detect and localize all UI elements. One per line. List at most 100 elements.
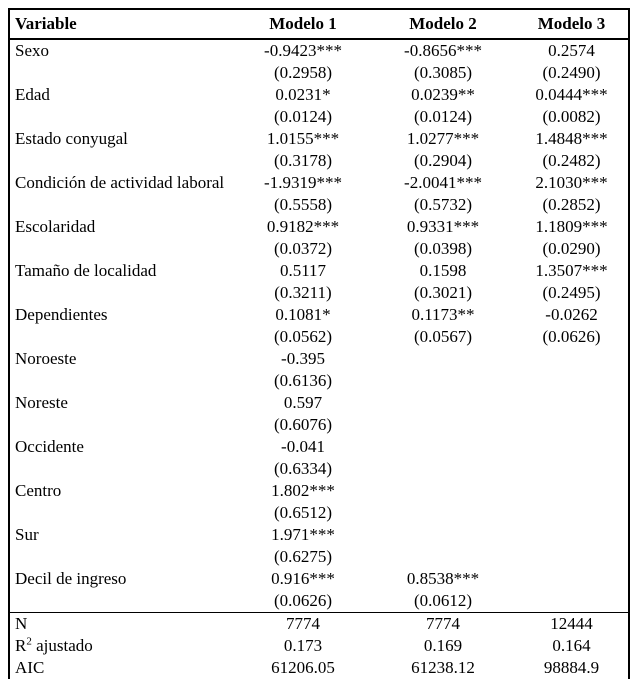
standard-error-value: (0.0562) [273,327,333,346]
coefficient-value: -0.9423*** [264,41,342,60]
stat-label-part: R [15,636,27,655]
variable-label: Noroeste [15,349,77,368]
standard-error-value: (0.0124) [413,107,473,126]
model-2-cell: -0.8656*** (0.3085) [371,39,515,84]
coefficient-value: 0.2574 [548,41,595,60]
stat-label-part: AIC [15,658,45,677]
coefficient-value: -1.9319*** [264,173,342,192]
model-1-cell: 0.5117 (0.3211) [235,260,371,304]
standard-error-value [515,414,628,436]
coefficient-value [515,568,628,590]
stat-value-model-3: 12444 [515,612,629,635]
column-header-variable: Variable [9,9,235,40]
table-row: Occidente -0.041 (0.6334) [9,436,629,480]
stat-value-model-1: 61206.05 [271,658,335,677]
coefficient-value: -0.8656*** [404,41,482,60]
coefficient-value: -2.0041*** [404,173,482,192]
model-3-cell: 1.3507*** (0.2495) [515,260,629,304]
column-header-modelo-2: Modelo 2 [371,9,515,40]
model-2-cell [371,524,515,568]
stat-value-model-1: 0.173 [283,636,323,655]
standard-error-value [515,458,628,480]
model-2-cell: 0.9331*** (0.0398) [371,216,515,260]
coefficient-value: -0.0262 [545,305,598,324]
model-3-cell [515,436,629,480]
standard-error-value: (0.3178) [273,151,333,170]
model-2-cell: 0.1598 (0.3021) [371,260,515,304]
model-1-cell: -1.9319*** (0.5558) [235,172,371,216]
variable-label: Sexo [15,41,49,60]
model-1-cell: 0.0231* (0.0124) [235,84,371,128]
coefficient-value: 0.1081* [275,305,331,324]
model-1-cell: 1.0155*** (0.3178) [235,128,371,172]
standard-error-value: (0.6136) [273,371,333,390]
coefficient-value: 0.0239** [411,85,475,104]
standard-error-value: (0.2904) [413,151,473,170]
model-3-cell [515,524,629,568]
standard-error-value: (0.6334) [273,459,333,478]
model-3-cell: 0.0444*** (0.0082) [515,84,629,128]
variable-label: Occidente [15,437,84,456]
stat-row: AIC 61206.05 61238.12 98884.9 [9,657,629,679]
stat-label: AIC [9,657,235,679]
stat-value-model-2: 7774 [371,612,515,635]
stat-value-model-2: 61238.12 [411,658,475,677]
coefficient-value: 0.1598 [419,261,467,280]
stat-value-model-2: 0.169 [423,636,463,655]
regression-table: Variable Modelo 1 Modelo 2 Modelo 3 Sexo… [8,8,630,679]
model-3-cell [515,480,629,524]
variable-rows: Sexo -0.9423*** (0.2958) -0.8656*** (0.3… [9,39,629,613]
table-row: Centro 1.802*** (0.6512) [9,480,629,524]
table-row: Estado conyugal 1.0155*** (0.3178) 1.027… [9,128,629,172]
model-3-cell: 0.2574 (0.2490) [515,39,629,84]
coefficient-value: 1.4848*** [535,129,608,148]
column-header-modelo-3: Modelo 3 [515,9,629,40]
variable-label: Estado conyugal [15,129,128,148]
variable-label: Decil de ingreso [15,569,127,588]
variable-label: Centro [15,481,62,500]
coefficient-value: 0.8538*** [406,569,480,588]
standard-error-value: (0.5558) [273,195,333,214]
standard-error-value: (0.0372) [273,239,333,258]
standard-error-value: (0.2495) [542,283,601,302]
standard-error-value: (0.3085) [413,63,473,82]
stat-label: N [9,612,235,635]
standard-error-value: (0.0612) [413,591,473,610]
model-3-cell: -0.0262 (0.0626) [515,304,629,348]
table-row: Tamaño de localidad 0.5117 (0.3211) 0.15… [9,260,629,304]
coefficient-value [371,480,515,502]
coefficient-value: 0.5117 [279,261,327,280]
standard-error-value: (0.6512) [273,503,333,522]
coefficient-value: 1.0277*** [406,129,480,148]
model-2-cell [371,348,515,392]
stat-label-part: ajustado [31,636,93,655]
coefficient-value [371,348,515,370]
table-row: Sur 1.971*** (0.6275) [9,524,629,568]
model-3-cell [515,568,629,613]
coefficient-value: 1.802*** [271,481,335,500]
standard-error-value [371,414,515,436]
table-row: Noreste 0.597 (0.6076) [9,392,629,436]
coefficient-value [515,392,628,414]
coefficient-value [515,480,628,502]
standard-error-value [371,502,515,524]
coefficient-value: 0.597 [283,393,323,412]
variable-label: Edad [15,85,50,104]
standard-error-value: (0.2958) [273,63,333,82]
variable-label: Noreste [15,393,68,412]
standard-error-value: (0.2852) [542,195,601,214]
standard-error-value: (0.6076) [273,415,333,434]
standard-error-value: (0.0626) [273,591,333,610]
standard-error-value: (0.3021) [413,283,473,302]
table-row: Escolaridad 0.9182*** (0.0372) 0.9331***… [9,216,629,260]
model-2-cell [371,480,515,524]
standard-error-value: (0.5732) [413,195,473,214]
coefficient-value [515,524,628,546]
model-2-cell [371,436,515,480]
standard-error-value [371,458,515,480]
coefficient-value: 0.0444*** [535,85,608,104]
coefficient-value [515,348,628,370]
coefficient-value: 0.1173** [411,305,475,324]
table-row: Decil de ingreso 0.916*** (0.0626) 0.853… [9,568,629,613]
